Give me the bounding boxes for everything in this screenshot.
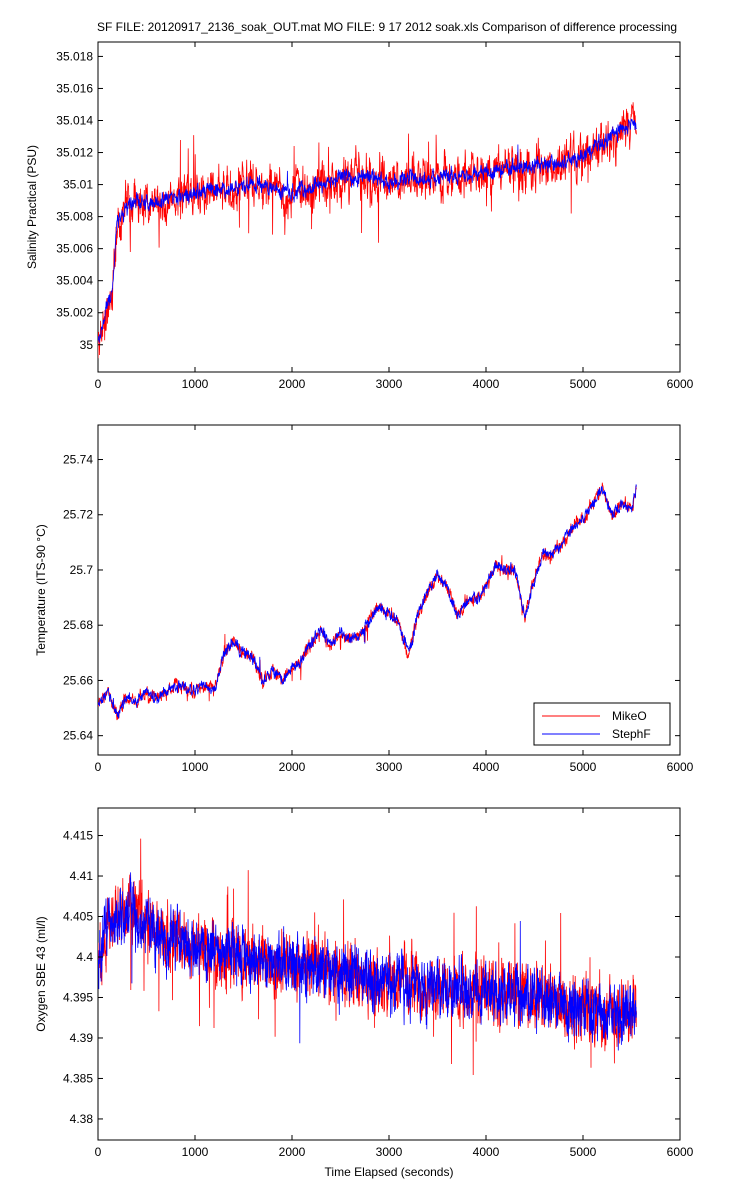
legend-label: StephF <box>612 727 651 741</box>
x-tick-label: 2000 <box>279 377 306 391</box>
y-tick-label: 4.415 <box>63 829 93 843</box>
y-tick-label: 35.012 <box>56 146 93 160</box>
axes-layer: 0 1000 2000 3000 4000 5000 6000 35 35.002 35.004 3… <box>25 41 694 1179</box>
y-tick-label: 4.395 <box>63 990 93 1004</box>
y-tick-label: 4.385 <box>63 1071 93 1085</box>
y-tick-label: 4.405 <box>63 910 93 924</box>
x-tick-label: 1000 <box>182 1145 209 1159</box>
x-tick-label: 6000 <box>667 760 694 774</box>
y-tick-label: 35.008 <box>56 210 93 224</box>
y-tick-label: 4.38 <box>70 1112 94 1126</box>
subplot-2: 0 1000 2000 3000 4000 5000 6000 25.64 25.66 25.68… <box>34 424 694 774</box>
y-tick-label: 4.41 <box>70 869 94 883</box>
x-tick-label: 3000 <box>376 760 403 774</box>
x-tick-label: 5000 <box>570 377 597 391</box>
y-axis-label: Temperature (ITS-90 °C) <box>34 524 48 656</box>
legend-label: MikeO <box>612 709 647 723</box>
y-tick-label: 25.64 <box>63 729 93 743</box>
series-line-stephf <box>98 118 637 343</box>
y-tick-label: 35 <box>80 338 94 352</box>
figure-title: SF FILE: 20120917_2136_soak_OUT.mat MO F… <box>97 20 677 34</box>
y-tick-label: 35.006 <box>56 242 93 256</box>
y-tick-label: 35.002 <box>56 306 93 320</box>
x-tick-label: 3000 <box>376 377 403 391</box>
y-tick-label: 35.016 <box>56 81 93 95</box>
plot-area <box>97 41 681 373</box>
x-tick-label: 4000 <box>473 377 500 391</box>
x-tick-label: 6000 <box>667 1145 694 1159</box>
y-tick-label: 35.018 <box>56 49 93 63</box>
y-tick-label: 35.014 <box>56 113 93 127</box>
y-tick-label: 35.004 <box>56 274 93 288</box>
x-tick-label: 1000 <box>182 760 209 774</box>
x-axis-label: Time Elapsed (seconds) <box>325 1165 454 1179</box>
y-tick-label: 4.4 <box>76 950 93 964</box>
x-tick-label: 6000 <box>667 377 694 391</box>
x-tick-label: 4000 <box>473 760 500 774</box>
series-group <box>98 482 637 721</box>
x-tick-label: 0 <box>95 1145 102 1159</box>
y-tick-label: 25.66 <box>63 673 93 687</box>
series-line-stephf <box>98 872 637 1051</box>
x-tick-label: 5000 <box>570 760 597 774</box>
y-tick-label: 25.74 <box>63 453 93 467</box>
x-tick-label: 5000 <box>570 1145 597 1159</box>
x-tick-label: 0 <box>95 377 102 391</box>
x-tick-label: 0 <box>95 760 102 774</box>
y-axis-label: Oxygen SBE 43 (ml/l) <box>34 916 48 1031</box>
series-group <box>98 838 637 1076</box>
y-tick-label: 25.7 <box>70 563 94 577</box>
y-axis-label: Salinity Practical (PSU) <box>25 145 39 269</box>
y-tick-label: 35.01 <box>63 178 93 192</box>
plot-area <box>97 424 681 756</box>
subplot-1: 0 1000 2000 3000 4000 5000 6000 35 35.002 35.004 3… <box>25 41 694 391</box>
y-tick-label: 4.39 <box>70 1031 94 1045</box>
series-line-stephf <box>98 484 637 720</box>
legend: MikeO StephF <box>533 702 671 746</box>
y-tick-label: 25.68 <box>63 618 93 632</box>
x-tick-label: 1000 <box>182 377 209 391</box>
subplot-3: 0 1000 2000 3000 4000 5000 6000 4.38 4.385 4.39 4.… <box>34 807 694 1179</box>
x-tick-label: 4000 <box>473 1145 500 1159</box>
x-tick-label: 3000 <box>376 1145 403 1159</box>
x-tick-label: 2000 <box>279 1145 306 1159</box>
legend-box <box>533 702 671 746</box>
series-group <box>98 102 637 359</box>
y-tick-label: 25.72 <box>63 508 93 522</box>
x-tick-label: 2000 <box>279 760 306 774</box>
